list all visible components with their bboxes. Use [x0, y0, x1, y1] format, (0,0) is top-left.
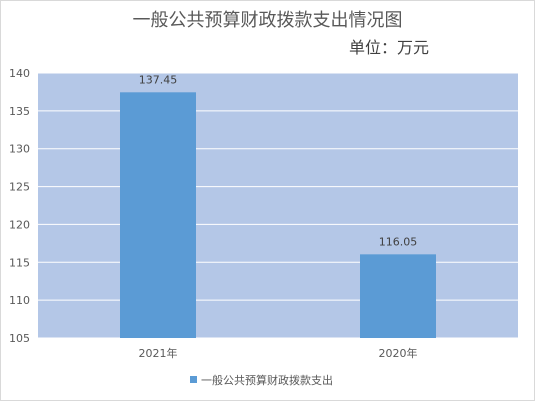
legend: 一般公共预算财政拨款支出 [190, 373, 333, 387]
bar [120, 92, 196, 338]
plot-area [38, 73, 518, 338]
legend-label: 一般公共预算财政拨款支出 [201, 373, 333, 387]
y-tick-label: 105 [9, 332, 30, 345]
bar [360, 254, 436, 338]
y-tick-label: 135 [9, 105, 30, 118]
data-label: 116.05 [379, 235, 418, 248]
y-tick-label: 115 [9, 256, 30, 269]
y-tick-label: 125 [9, 181, 30, 194]
chart-subtitle: 单位：万元 [349, 38, 430, 57]
legend-swatch [190, 376, 197, 383]
y-axis-ticks: 105 110 115 120 125 130 135 140 [9, 67, 30, 345]
bars [120, 92, 436, 338]
y-tick-label: 130 [9, 143, 30, 156]
data-labels: 137.45 116.05 [139, 73, 418, 248]
gridlines [38, 72, 518, 339]
y-tick-label: 120 [9, 218, 30, 231]
y-tick-label: 140 [9, 67, 30, 80]
x-tick-label: 2021年 [139, 346, 178, 360]
y-tick-label: 110 [9, 294, 30, 307]
x-axis-ticks: 2021年 2020年 [139, 346, 418, 360]
chart-title: 一般公共预算财政拨款支出情况图 [132, 10, 403, 31]
data-label: 137.45 [139, 73, 178, 86]
x-tick-label: 2020年 [379, 346, 418, 360]
